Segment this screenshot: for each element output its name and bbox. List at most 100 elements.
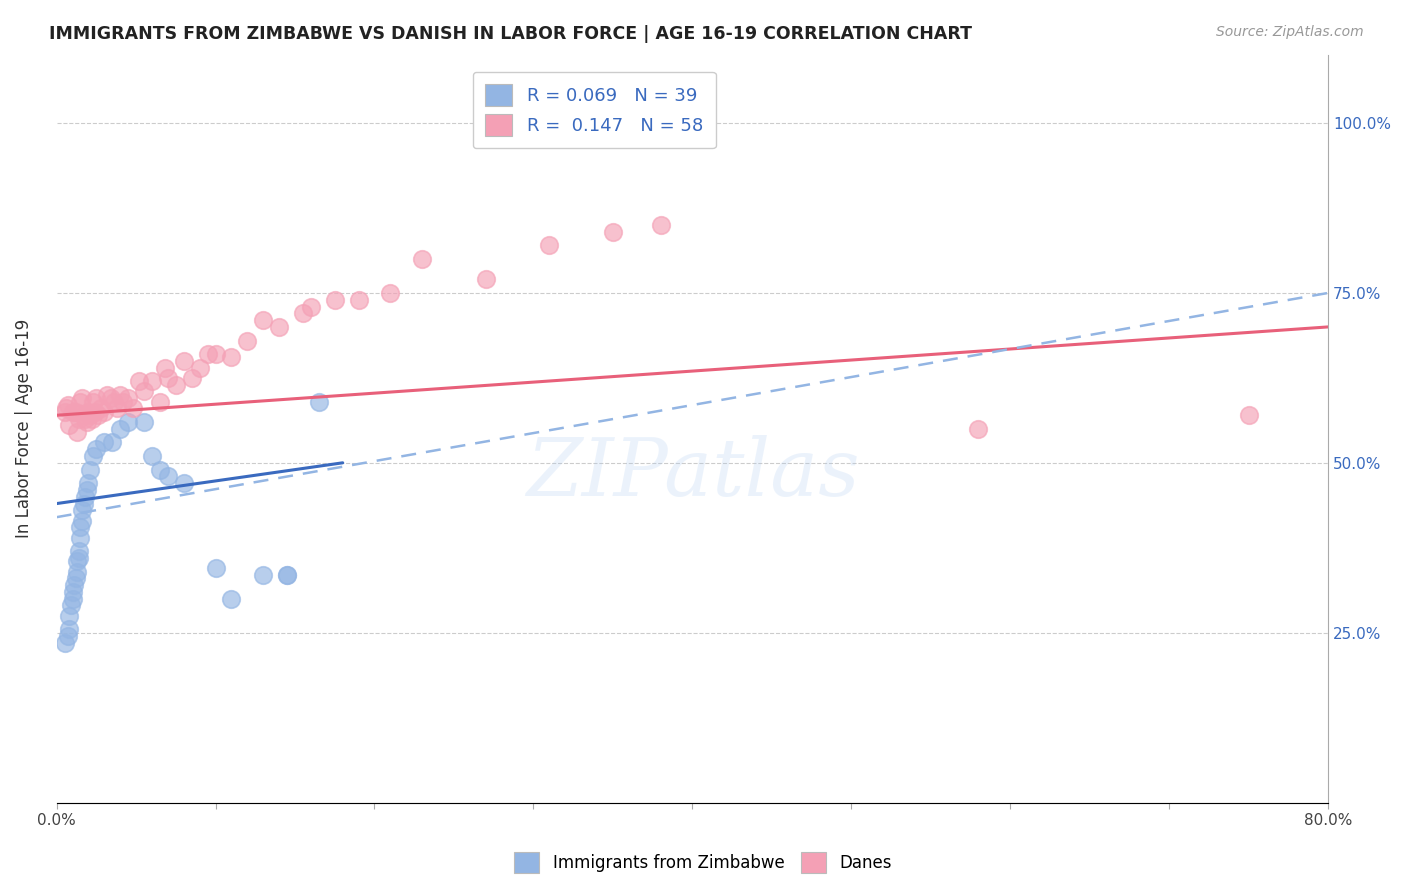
Point — [105, 401, 128, 416]
Point — [156, 371, 179, 385]
Point — [132, 415, 155, 429]
Point — [156, 469, 179, 483]
Point — [411, 252, 433, 266]
Point — [149, 394, 172, 409]
Point — [79, 462, 101, 476]
Point — [221, 351, 243, 365]
Point — [67, 411, 90, 425]
Point — [79, 409, 101, 423]
Point — [69, 394, 91, 409]
Text: ZIPatlas: ZIPatlas — [526, 435, 859, 512]
Point — [83, 405, 105, 419]
Point — [75, 411, 97, 425]
Point — [323, 293, 346, 307]
Point — [602, 225, 624, 239]
Point — [75, 490, 97, 504]
Point — [65, 405, 87, 419]
Point — [650, 218, 672, 232]
Point — [474, 272, 496, 286]
Point — [69, 520, 91, 534]
Point — [299, 300, 322, 314]
Point — [291, 306, 314, 320]
Point — [117, 391, 139, 405]
Point — [221, 591, 243, 606]
Point — [70, 503, 93, 517]
Point — [66, 554, 89, 568]
Point — [117, 415, 139, 429]
Point — [70, 514, 93, 528]
Point — [103, 394, 125, 409]
Point — [1237, 409, 1260, 423]
Point — [236, 334, 259, 348]
Point — [96, 388, 118, 402]
Point — [53, 405, 76, 419]
Point — [70, 391, 93, 405]
Point — [100, 391, 122, 405]
Legend: Immigrants from Zimbabwe, Danes: Immigrants from Zimbabwe, Danes — [508, 846, 898, 880]
Point — [62, 591, 84, 606]
Point — [108, 388, 131, 402]
Point — [82, 449, 104, 463]
Point — [58, 622, 80, 636]
Point — [72, 497, 94, 511]
Point — [165, 377, 187, 392]
Point — [82, 394, 104, 409]
Point — [149, 462, 172, 476]
Point — [56, 398, 79, 412]
Point — [67, 550, 90, 565]
Point — [53, 636, 76, 650]
Point — [180, 371, 202, 385]
Point — [204, 347, 226, 361]
Point — [967, 422, 990, 436]
Y-axis label: In Labor Force | Age 16-19: In Labor Force | Age 16-19 — [15, 319, 32, 539]
Point — [56, 629, 79, 643]
Point — [55, 401, 77, 416]
Point — [67, 544, 90, 558]
Point — [128, 374, 150, 388]
Point — [77, 405, 100, 419]
Point — [62, 405, 84, 419]
Point — [58, 418, 80, 433]
Point — [269, 319, 291, 334]
Point — [132, 384, 155, 399]
Point — [90, 401, 112, 416]
Point — [141, 449, 163, 463]
Point — [108, 422, 131, 436]
Point — [276, 568, 298, 582]
Point — [276, 568, 298, 582]
Point — [87, 409, 110, 423]
Point — [86, 442, 108, 457]
Point — [93, 405, 115, 419]
Point — [93, 435, 115, 450]
Point — [59, 599, 82, 613]
Point — [197, 347, 219, 361]
Point — [153, 360, 176, 375]
Point — [66, 565, 89, 579]
Point — [173, 476, 195, 491]
Point — [188, 360, 211, 375]
Point — [101, 435, 124, 450]
Text: Source: ZipAtlas.com: Source: ZipAtlas.com — [1216, 25, 1364, 39]
Point — [204, 561, 226, 575]
Point — [65, 571, 87, 585]
Point — [77, 476, 100, 491]
Point — [380, 285, 402, 300]
Text: IMMIGRANTS FROM ZIMBABWE VS DANISH IN LABOR FORCE | AGE 16-19 CORRELATION CHART: IMMIGRANTS FROM ZIMBABWE VS DANISH IN LA… — [49, 25, 972, 43]
Point — [62, 585, 84, 599]
Point — [141, 374, 163, 388]
Point — [66, 425, 89, 440]
Point — [173, 354, 195, 368]
Point — [252, 313, 274, 327]
Point — [58, 608, 80, 623]
Point — [308, 394, 330, 409]
Point — [63, 578, 86, 592]
Point — [538, 238, 561, 252]
Legend: R = 0.069   N = 39, R =  0.147   N = 58: R = 0.069 N = 39, R = 0.147 N = 58 — [472, 71, 716, 148]
Point — [76, 415, 98, 429]
Point — [72, 409, 94, 423]
Point — [112, 394, 135, 409]
Point — [80, 411, 103, 425]
Point — [69, 531, 91, 545]
Point — [122, 401, 145, 416]
Point — [76, 483, 98, 497]
